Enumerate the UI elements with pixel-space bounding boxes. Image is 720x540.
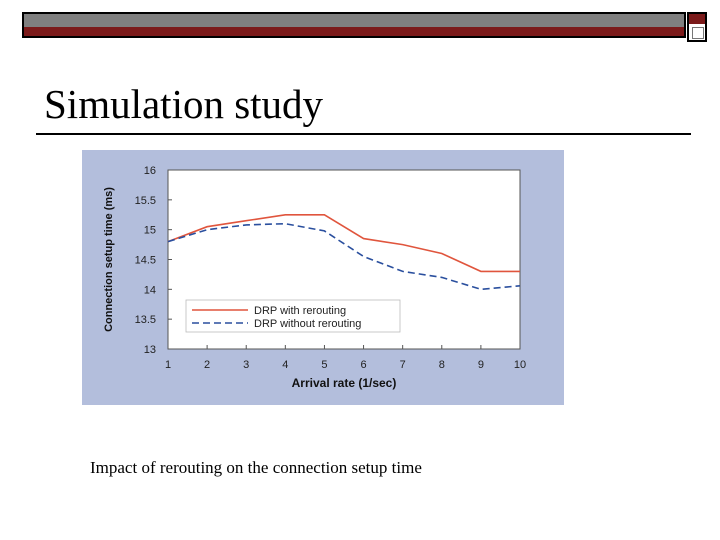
x-tick-label: 7 bbox=[400, 359, 406, 371]
y-tick-label: 13 bbox=[144, 344, 156, 356]
corner-ornament bbox=[687, 12, 707, 42]
x-tick-label: 2 bbox=[204, 359, 210, 371]
y-tick-label: 15 bbox=[144, 225, 156, 237]
y-tick-label: 16 bbox=[144, 165, 156, 177]
legend-label: DRP with rerouting bbox=[254, 305, 346, 317]
y-tick-label: 13.5 bbox=[135, 314, 156, 326]
page-title: Simulation study bbox=[44, 81, 324, 127]
header-accent-stripe bbox=[24, 27, 684, 36]
y-axis-label: Connection setup time (ms) bbox=[103, 187, 115, 332]
x-tick-label: 10 bbox=[514, 359, 526, 371]
series-line-1 bbox=[167, 214, 520, 273]
corner-ornament-fill bbox=[689, 14, 705, 24]
x-tick-label: 5 bbox=[321, 359, 327, 371]
chart-panel: 13 13.5 14 14.5 15 15.5 16 1 2 3 4 5 6 7 8 9 10 Arrival r… bbox=[82, 150, 564, 405]
line-chart: 13 13.5 14 14.5 15 15.5 16 1 2 3 4 5 6 7 8 9 10 Arrival r… bbox=[103, 165, 526, 390]
corner-ornament-square bbox=[692, 27, 704, 39]
x-axis-label: Arrival rate (1/sec) bbox=[292, 376, 397, 390]
title-divider bbox=[36, 133, 691, 135]
y-tick-label: 14.5 bbox=[135, 255, 156, 267]
x-tick-label: 8 bbox=[439, 359, 445, 371]
series-line-2 bbox=[167, 222, 521, 291]
legend-box bbox=[185, 299, 401, 333]
x-tick-label: 6 bbox=[360, 359, 366, 371]
x-tick-label: 9 bbox=[478, 359, 484, 371]
x-tick-label: 3 bbox=[243, 359, 249, 371]
header-bar-fill bbox=[24, 14, 684, 29]
legend-label: DRP without rerouting bbox=[254, 318, 361, 330]
y-tick-label: 14 bbox=[144, 284, 156, 296]
x-tick-label: 4 bbox=[282, 359, 288, 371]
header-bar bbox=[22, 12, 686, 38]
y-tick-label: 15.5 bbox=[135, 195, 156, 207]
figure-caption: Impact of rerouting on the connection se… bbox=[90, 458, 422, 477]
x-tick-label: 1 bbox=[165, 359, 171, 371]
